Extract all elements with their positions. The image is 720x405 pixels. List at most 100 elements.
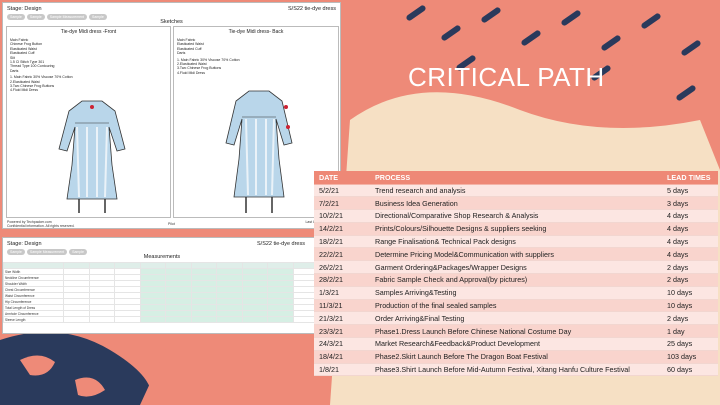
table-row: 23/3/21 Phase1.Dress Launch Before Chines… (314, 324, 718, 339)
tag: Sample Measurement (46, 14, 87, 20)
cell-date: 10/2/21 (314, 209, 370, 223)
note: Main Fabric (177, 38, 196, 42)
sheet-stage: Stage: Design (7, 6, 42, 12)
note: Elasticated Cuff (10, 51, 35, 56)
cell-date: 1/8/21 (314, 363, 370, 377)
table-row: 28/2/21 Fabric Sample Check and Approval(… (314, 273, 718, 287)
note: Darts (177, 51, 186, 56)
table-row: Size Width (3, 268, 319, 275)
table-row: 18/4/21 Phase2.Skirt Launch Before The Dr… (314, 350, 718, 364)
note: Elasticated Cuff (177, 46, 202, 51)
table-row: 18/2/21 Range Finalisation& Technical Pac… (314, 235, 718, 249)
header-process: PROCESS (370, 171, 662, 185)
tag: Sample (7, 14, 25, 20)
table-row: 21/3/21 Order Arriving&Final Testing 2 day… (314, 311, 718, 326)
tag: Sample (26, 14, 45, 20)
tag: Sample (7, 249, 25, 255)
cell-process: Trend research and analysis (370, 184, 662, 198)
cell-process: Production of the final sealed samples (370, 299, 662, 313)
tag: Sample (69, 249, 87, 255)
measure-section: Measurements (143, 254, 181, 260)
tag: Sample (89, 14, 107, 20)
header-lead-times: LEAD TIMES (662, 171, 718, 185)
back-notes: Main Fabric Elasticated Waist Elasticate… (177, 38, 240, 75)
measure-stage: Stage: Design (7, 241, 42, 247)
note: Chinese Frog Button (10, 42, 43, 47)
fabric-note: 4.Fluid Midi Dress (10, 88, 39, 93)
cell-date: 1/3/21 (314, 286, 370, 300)
cell-process: Phase2.Skirt Launch Before The Dragon Bo… (370, 350, 662, 364)
cell-lead-time: 2 days (662, 311, 718, 326)
front-notes: Main Fabric Chinese Frog Button Elastica… (10, 38, 73, 93)
footer-left-2: Confidential information. All rights res… (7, 224, 75, 228)
cell-date: 18/4/21 (314, 350, 370, 364)
critical-path-table: DATE PROCESS LEAD TIMES 5/2/21 Trend rese… (314, 171, 718, 377)
table-row: 22/2/21 Determine Pricing Model&Communica… (314, 247, 718, 262)
cell-lead-time: 3 days (662, 196, 718, 211)
footer-left: Powered by Techpacker.com (7, 220, 52, 224)
cell-process: Samples Arriving&Testing (370, 286, 662, 300)
table-row: Total Length of Dress (3, 304, 319, 311)
note: Elasticated Waist (10, 46, 37, 51)
table-row: Armhole Circumference (3, 310, 319, 317)
cell-lead-time: 5 days (662, 184, 718, 198)
cell-lead-time: 10 days (662, 286, 718, 300)
table-row: 11/3/21 Production of the final sealed sa… (314, 299, 718, 313)
fabric-note: 1. Main Fabric 30% Viscose 70% Cotton (10, 75, 73, 80)
table-row: 7/2/21 Business Idea Generation 3 days (314, 196, 718, 211)
cell-process: Prints/Colours/Silhouette Designs & supp… (370, 222, 662, 236)
cell-date: 23/3/21 (314, 324, 370, 339)
front-dress-sketch (58, 100, 126, 213)
measurement-table: Size Width Neckline Circumference Should… (3, 262, 319, 323)
cell-lead-time: 4 days (662, 222, 718, 236)
cell-date: 7/2/21 (314, 196, 370, 211)
cell-process: Range Finalisation& Technical Pack desig… (370, 235, 662, 249)
fabric-note: 3.Two Chinese Frog Buttons (10, 84, 55, 89)
cell-date: 22/2/21 (314, 247, 370, 262)
cell-lead-time: 2 days (662, 260, 718, 275)
cell-lead-time: 2 days (662, 273, 718, 287)
back-title: Tie-dye Midi dress- Back (228, 29, 284, 35)
note: 1.5 Cl Stitch Type 301 (10, 60, 45, 65)
navy-dash-pattern (406, 5, 701, 101)
cell-process: Phase1.Dress Launch Before Chinese Natio… (370, 324, 662, 339)
table-row: 5/2/21 Trend research and analysis 5 days (314, 184, 718, 198)
table-row: 26/2/21 Garment Ordering&Packages/Wrapper… (314, 260, 718, 275)
cell-date: 26/2/21 (314, 260, 370, 275)
table-row: 1/8/21 Phase3.Shirt Launch Before Mid-Aut… (314, 363, 718, 377)
cell-process: Order Arriving&Final Testing (370, 311, 662, 326)
cell-date: 5/2/21 (314, 184, 370, 198)
cell-lead-time: 4 days (662, 235, 718, 249)
back-panel: Tie-dye Midi dress- Back Main Fabric Ela… (173, 26, 339, 218)
cell-lead-time: 103 days (662, 350, 718, 364)
cell-process: Business Idea Generation (370, 196, 662, 211)
measure-tags: Sample Sample Measurement Sample (7, 249, 89, 255)
sketch-sheet: Stage: Design S/S22 tie-dye dress Sample… (2, 2, 341, 229)
cell-date: 18/2/21 (314, 235, 370, 249)
critical-path-body: 5/2/21 Trend research and analysis 5 days 7… (314, 184, 718, 377)
note: Main Fabric (10, 38, 29, 42)
cell-date: 28/2/21 (314, 273, 370, 287)
table-row: Sleeve Length (3, 316, 319, 323)
header-date: DATE (314, 171, 370, 185)
fabric-note: 2.Elasticated Waist (10, 79, 40, 84)
cell-process: Fabric Sample Check and Approval(by pict… (370, 273, 662, 287)
note: Elasticated Waist (177, 42, 204, 47)
table-row: Shoulder Width (3, 280, 319, 287)
cell-lead-time: 25 days (662, 337, 718, 351)
note: Darts (10, 68, 19, 73)
table-row: 10/2/21 Directional/Comparative Shop Rese… (314, 209, 718, 223)
cell-process: Garment Ordering&Packages/Wrapper Design… (370, 260, 662, 275)
sheet-season: S/S22 tie-dye dress (288, 6, 336, 12)
tag: Sample Measurement (26, 249, 68, 255)
table-header-row: DATE PROCESS LEAD TIMES (314, 171, 718, 185)
table-row (3, 262, 319, 269)
fabric-note: 2.Elasticated Waist (177, 62, 207, 67)
sheet-section: Sketches (160, 19, 183, 25)
table-row: 1/3/21 Samples Arriving&Testing 10 days (314, 286, 718, 300)
cell-process: Phase3.Shirt Launch Before Mid-Autumn Fe… (370, 363, 662, 377)
fabric-note: 4.Fluid Midi Dress (177, 70, 206, 75)
cell-process: Market Research&Feedback&Product Develop… (370, 337, 662, 351)
back-dress-sketch (225, 90, 293, 213)
note: Slit (10, 55, 15, 60)
